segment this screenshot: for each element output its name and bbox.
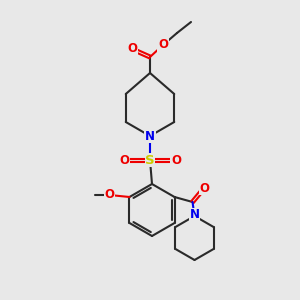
Text: S: S bbox=[145, 154, 155, 166]
Text: O: O bbox=[127, 43, 137, 56]
Text: O: O bbox=[158, 38, 168, 52]
Text: O: O bbox=[171, 154, 181, 166]
Text: N: N bbox=[190, 208, 200, 221]
Text: O: O bbox=[104, 188, 115, 202]
Text: O: O bbox=[119, 154, 129, 166]
Text: N: N bbox=[145, 130, 155, 142]
Text: O: O bbox=[200, 182, 209, 194]
